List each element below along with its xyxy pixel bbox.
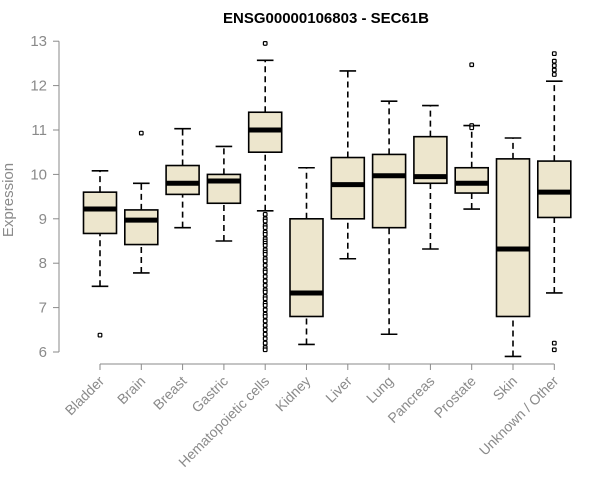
box-brain <box>124 130 159 274</box>
outlier-point <box>262 296 268 302</box>
x-tick-label: Skin <box>490 373 521 404</box>
y-axis-label: Expression <box>0 163 17 237</box>
y-tick-label: 8 <box>39 255 47 272</box>
iqr-box <box>82 191 118 235</box>
box-liver <box>330 70 366 260</box>
y-tick-label: 12 <box>30 78 47 95</box>
box-pancreas <box>413 104 448 250</box>
outlier-point <box>262 258 268 264</box>
outlier-point <box>262 278 268 284</box>
box-kidney <box>289 166 324 346</box>
x-tick-label: Kidney <box>272 373 314 415</box>
y-axis: 6 7 8 9 10 11 12 13 <box>30 33 60 361</box>
x-tick-label: Liver <box>322 373 355 406</box>
outlier-point <box>551 58 557 64</box>
x-tick-label: Breast <box>150 373 190 413</box>
outlier-point <box>262 269 268 275</box>
outlier-point <box>262 336 268 342</box>
outlier-point <box>551 72 557 77</box>
iqr-box <box>330 156 366 220</box>
x-tick-label: Bladder <box>62 373 108 419</box>
outlier-point <box>551 51 557 57</box>
box-gastric <box>206 145 242 242</box>
box-breast <box>165 127 200 229</box>
y-tick-label: 13 <box>30 33 47 50</box>
iqr-box <box>124 209 159 246</box>
iqr-box <box>536 160 572 219</box>
outlier-point <box>97 332 103 338</box>
iqr-box <box>371 153 407 229</box>
box-skin <box>495 137 531 358</box>
box-group <box>82 41 572 358</box>
outlier-point <box>551 340 557 346</box>
outlier-point <box>469 125 475 131</box>
iqr-box <box>454 166 490 194</box>
outlier-point <box>262 231 268 237</box>
outlier-point <box>262 322 268 328</box>
outlier-point <box>262 251 268 257</box>
y-tick-label: 11 <box>31 122 47 139</box>
chart-title: ENSG00000106803 - SEC61B <box>223 10 429 27</box>
y-tick-label: 6 <box>39 344 47 361</box>
iqr-box <box>165 164 200 196</box>
y-tick-label: 9 <box>39 211 47 228</box>
box-hematopoietic-cells <box>247 41 283 353</box>
outlier-point <box>262 340 268 346</box>
outlier-point <box>262 211 268 217</box>
iqr-box <box>289 218 324 318</box>
outlier-point <box>262 225 268 231</box>
y-tick-label: 10 <box>30 166 47 183</box>
outlier-point <box>262 331 268 337</box>
outlier-point <box>138 130 144 136</box>
x-tick-label: Lung <box>363 373 396 406</box>
outlier-point <box>262 318 268 324</box>
box-lung <box>371 100 407 336</box>
x-tick-label: Brain <box>114 373 148 407</box>
iqr-box <box>495 158 531 318</box>
outlier-point <box>551 63 557 69</box>
outlier-point <box>262 307 268 313</box>
outlier-point <box>262 263 268 268</box>
outlier-point <box>551 347 557 353</box>
outlier-point <box>262 314 268 319</box>
outlier-point <box>262 327 268 333</box>
y-tick-label: 7 <box>39 300 47 317</box>
outlier-point <box>551 67 557 73</box>
outlier-point <box>262 218 268 224</box>
outlier-point <box>262 41 268 46</box>
outlier-point <box>262 243 268 248</box>
box-prostate <box>454 62 490 210</box>
outlier-point <box>262 302 268 308</box>
box-unknown-other <box>536 51 572 353</box>
outlier-point <box>262 289 268 295</box>
outlier-point <box>469 62 475 68</box>
x-tick-label: Prostate <box>431 373 479 421</box>
outlier-point <box>262 283 268 288</box>
outlier-point <box>262 274 268 279</box>
box-bladder <box>82 170 118 338</box>
outlier-point <box>262 347 268 353</box>
